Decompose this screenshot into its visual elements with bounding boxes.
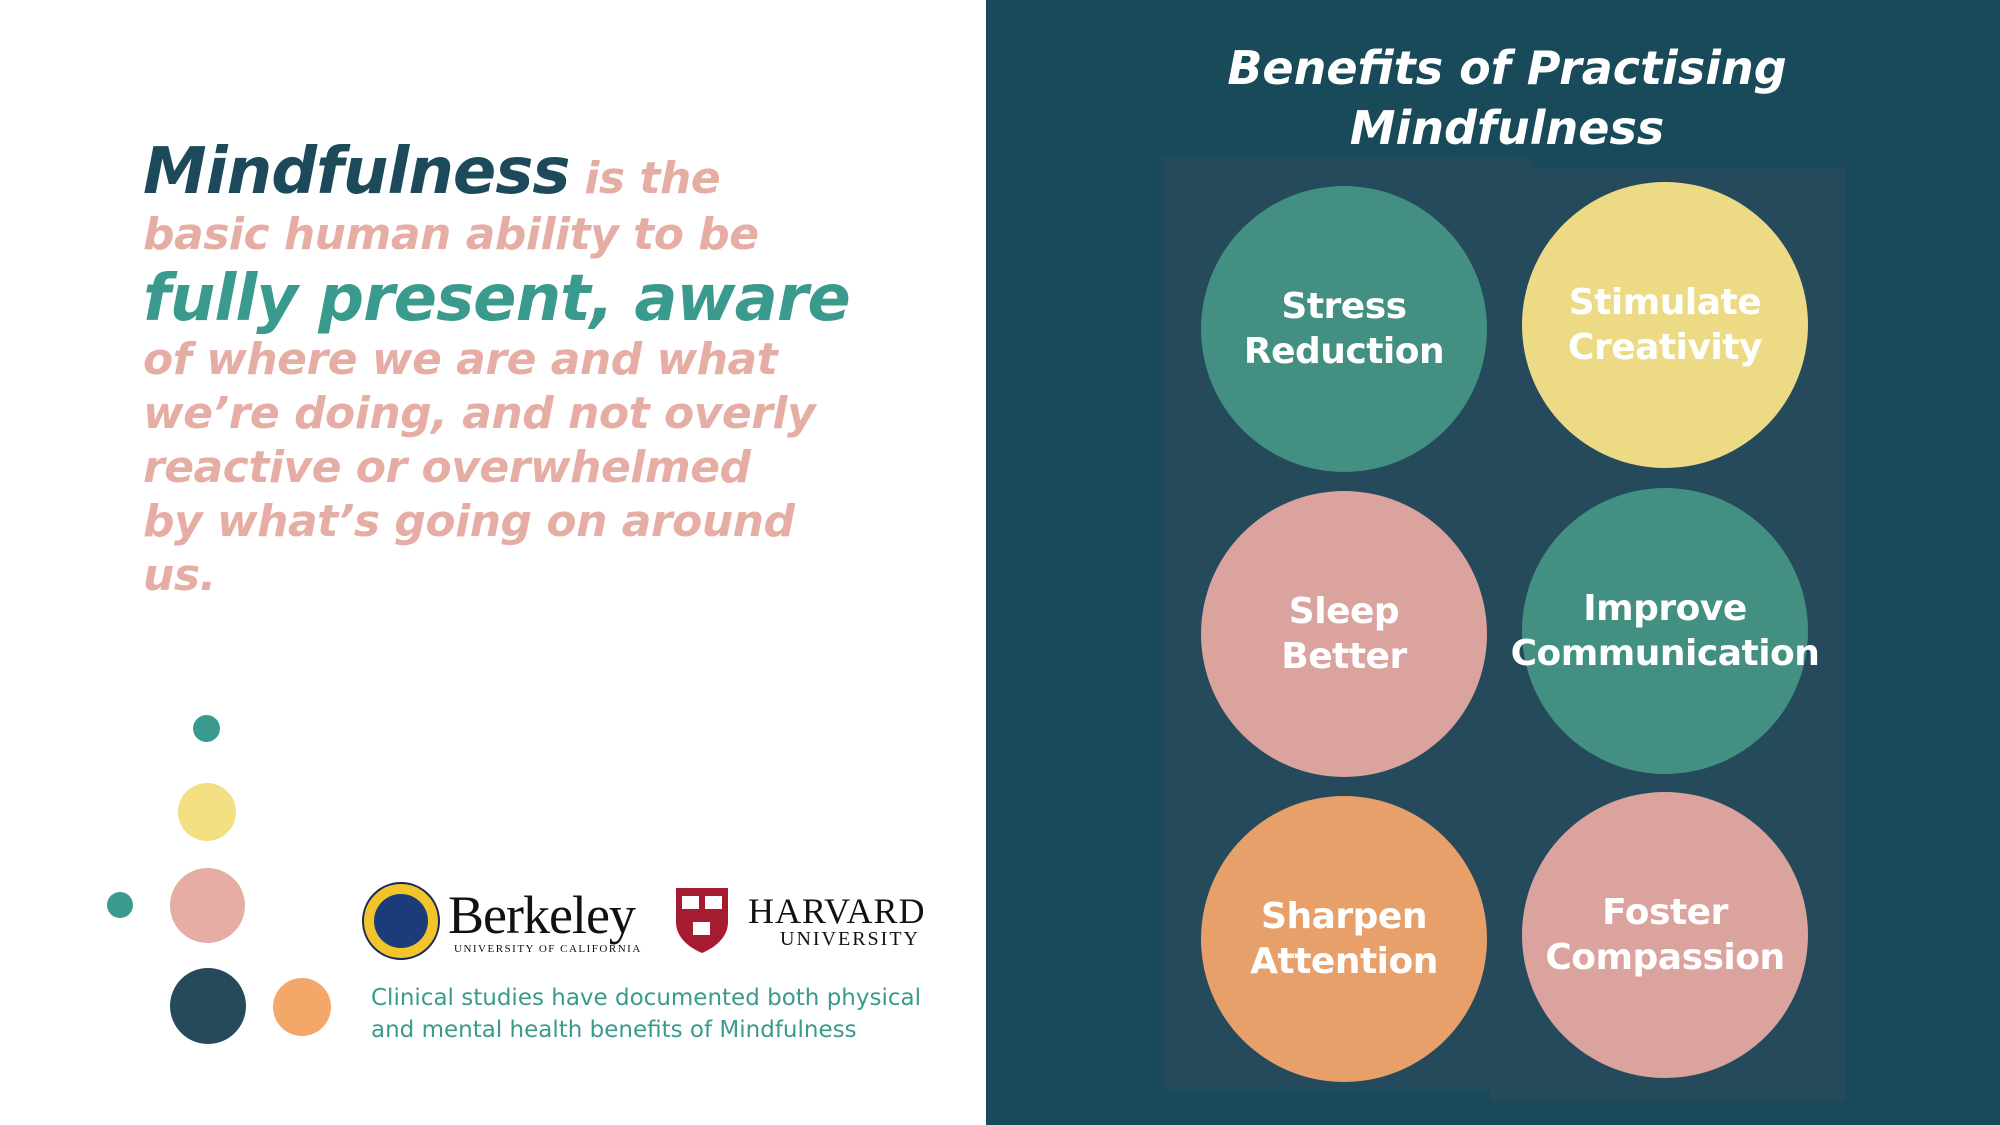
decor-dot-pink: [170, 868, 245, 943]
benefit-sleep-better: Sleep Better: [1201, 491, 1487, 777]
benefit-label-line-2: Compassion: [1545, 937, 1785, 978]
berkeley-wordmark: Berkeley: [448, 885, 636, 945]
quote-line-4: of where we are and what: [143, 334, 778, 385]
benefit-stress-reduction: Stress Reduction: [1201, 186, 1487, 472]
studies-caption: Clinical studies have documented both ph…: [371, 982, 961, 1046]
studies-line-2: and mental health benefits of Mindfulnes…: [371, 1017, 857, 1043]
benefits-title-line-1: Benefits of Practising: [1227, 41, 1787, 95]
benefit-foster-compassion: Foster Compassion: [1522, 792, 1808, 1078]
harvard-shield-logo: [676, 888, 728, 953]
benefit-label-line-2: Creativity: [1568, 327, 1762, 368]
benefit-label-line-2: Attention: [1250, 941, 1438, 982]
harvard-subtitle: UNIVERSITY: [780, 928, 920, 950]
decor-dot-yellow: [178, 783, 236, 841]
decor-dot-teal-left: [107, 892, 133, 918]
benefits-title: Benefits of Practising Mindfulness: [986, 38, 2000, 158]
quote-emphasis: fully present, aware: [143, 262, 851, 336]
benefit-label-line-1: Improve: [1583, 588, 1747, 629]
studies-line-1: Clinical studies have documented both ph…: [371, 985, 921, 1011]
benefit-sharpen-attention: Sharpen Attention: [1201, 796, 1487, 1082]
berkeley-seal-logo: [362, 882, 440, 960]
decor-dot-orange: [273, 978, 331, 1036]
left-panel: Mindfulness is the basic human ability t…: [0, 0, 986, 1125]
benefit-improve-communication: Improve Communication: [1511, 488, 1820, 774]
benefit-label-line-2: Reduction: [1243, 331, 1445, 372]
decor-dot-navy: [170, 968, 246, 1044]
university-logos: Berkeley UNIVERSITY OF CALIFORNIA HARVAR…: [362, 882, 952, 962]
quote-line-2: basic human ability to be: [143, 209, 759, 260]
quote-line-7: by what’s going on around: [143, 496, 795, 547]
quote-line-1: Mindfulness is the: [143, 140, 843, 213]
mindfulness-quote: Mindfulness is the basic human ability t…: [143, 140, 851, 608]
benefit-label-line-2: Communication: [1510, 633, 1820, 674]
quote-line-5: we’re doing, and not overly: [143, 388, 816, 439]
benefits-title-line-2: Mindfulness: [1349, 101, 1665, 155]
benefit-stimulate-creativity: Stimulate Creativity: [1522, 182, 1808, 468]
berkeley-subtitle: UNIVERSITY OF CALIFORNIA: [454, 943, 642, 955]
decor-dot-teal-small: [193, 715, 220, 742]
benefit-label-line-1: Foster: [1602, 892, 1728, 933]
quote-line-6: reactive or overwhelmed: [143, 442, 751, 493]
benefit-label-line-1: Sharpen: [1261, 896, 1427, 937]
quote-text: is the: [569, 153, 721, 204]
quote-keyword-mindfulness: Mindfulness: [143, 135, 570, 209]
benefits-panel: Benefits of Practising Mindfulness Stres…: [986, 0, 2000, 1125]
benefit-label-line-2: Better: [1281, 636, 1407, 677]
benefit-label-line-1: Stress: [1281, 286, 1407, 327]
quote-line-8: us.: [143, 550, 216, 601]
benefit-label-line-1: Sleep: [1288, 591, 1400, 632]
benefit-label-line-1: Stimulate: [1568, 282, 1762, 323]
harvard-wordmark: HARVARD: [748, 891, 926, 931]
